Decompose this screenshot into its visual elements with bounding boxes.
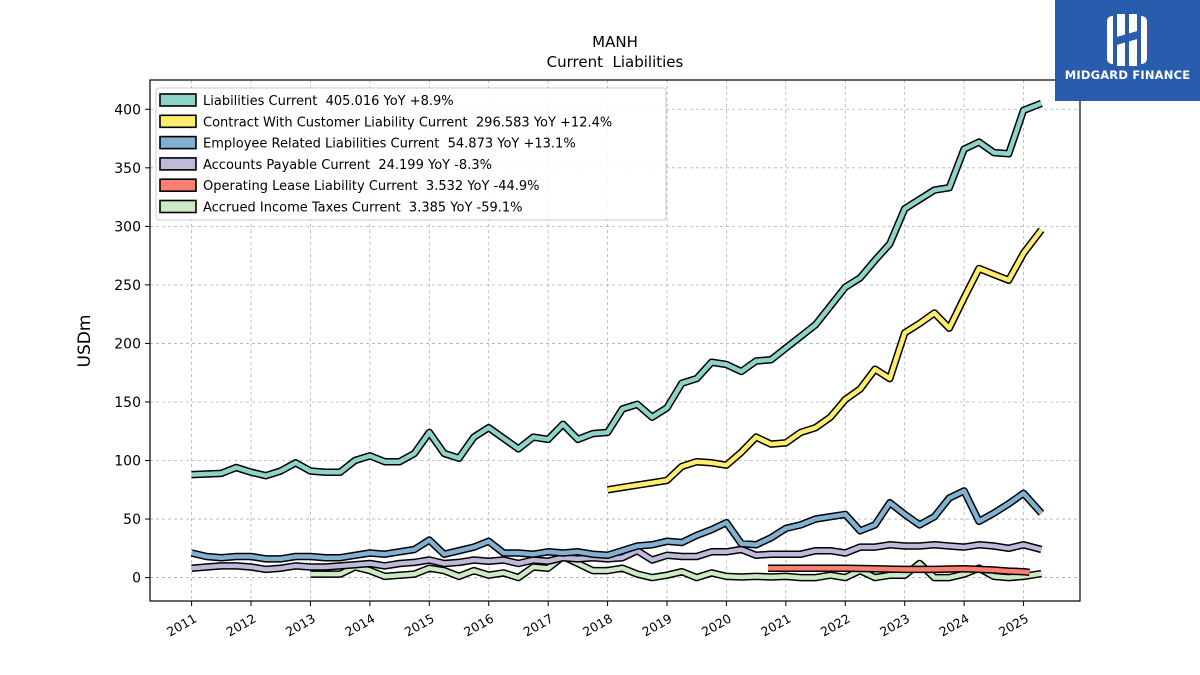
plot-frame [149,79,1081,602]
x-tick-label: 2016 [461,611,496,640]
y-tick-label: 250 [114,278,141,294]
legend-swatch-0 [159,93,197,107]
legend-swatch-3 [159,157,197,171]
y-tick-label: 300 [114,219,141,235]
x-tick-label: 2014 [342,611,377,640]
y-axis-label: USDm [75,315,95,368]
y-tick-label: 100 [114,454,141,470]
y-tick-label: 400 [114,102,141,118]
series-line-5 [310,554,1042,580]
legend-swatch-1 [159,114,197,129]
midgard-finance-logo: MIDGARD FINANCE [1055,0,1200,101]
y-tick-label: 50 [123,512,141,528]
logo-text: MIDGARD FINANCE [1064,68,1191,82]
x-tick-label: 2023 [877,611,912,640]
legend: Liabilities Current 405.016 YoY +8.9% Con… [155,87,667,221]
series-line-4 [768,565,1030,575]
y-tick-label: 150 [114,395,141,411]
legend-entry-0: Liabilities Current 405.016 YoY +8.9% [203,94,454,109]
x-tick-label: 2022 [818,611,853,640]
legend-entry-3: Accounts Payable Current 24.199 YoY -8.3… [203,158,492,173]
x-tick-label: 2012 [223,611,258,640]
series-line-2 [191,488,1044,562]
x-tick-label: 2018 [580,611,615,640]
series-line-1 [607,228,1044,493]
series-line-0 [191,101,1043,478]
x-tick-label: 2024 [937,611,972,640]
legend-swatch-2 [159,135,197,150]
legend-entry-4: Operating Lease Liability Current 3.532 … [203,179,540,194]
legend-entry-2: Employee Related Liabilities Current 54.… [203,137,576,152]
y-axis: 0 50 100 150 200 250 300 350 400 [114,102,150,587]
legend-swatch-5 [159,199,197,214]
chart-subtitle: Current Liabilities [547,53,684,71]
chart-title: MANH [592,33,638,51]
y-tick-label: 350 [114,161,141,177]
legend-box [155,87,667,221]
y-tick-label: 0 [132,571,141,587]
legend-swatch-4 [159,178,197,192]
x-tick-label: 2025 [996,611,1031,640]
x-axis: 2011 2012 2013 2014 2015 2016 2017 2018 2019 2020… [164,601,1031,640]
x-tick-label: 2015 [402,611,437,640]
series-lines [190,99,1045,582]
x-tick-label: 2019 [639,611,674,640]
legend-entry-5: Accrued Income Taxes Current 3.385 YoY -… [203,201,523,216]
x-tick-label: 2013 [283,611,318,640]
series-line-3 [191,542,1042,572]
x-tick-label: 2021 [758,611,793,640]
legend-entry-1: Contract With Customer Liability Current… [203,115,612,130]
x-tick-label: 2020 [699,611,734,640]
x-tick-label: 2017 [521,611,556,640]
midgard-logo-icon [1107,14,1147,66]
y-tick-label: 200 [114,336,141,352]
x-tick-label: 2011 [164,611,199,640]
